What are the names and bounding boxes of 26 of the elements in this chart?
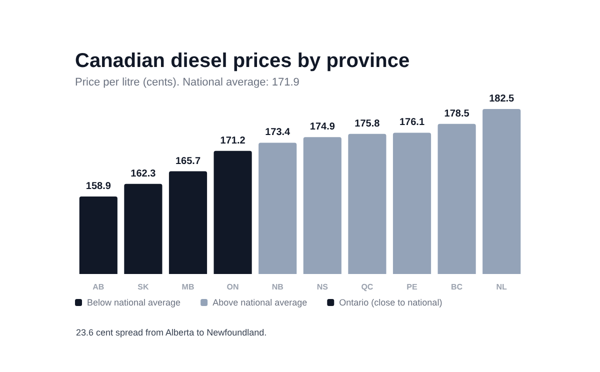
data-label: 176.1 — [399, 117, 425, 128]
legend-label: Below national average — [87, 298, 181, 308]
x-tick-label: BC — [451, 282, 463, 292]
x-tick-label: NB — [272, 282, 284, 292]
x-tick-label: QC — [361, 282, 374, 292]
data-label: 174.9 — [310, 122, 336, 133]
x-tick-label: NL — [496, 282, 508, 292]
x-tick-label: MB — [182, 282, 194, 292]
data-label: 171.2 — [220, 135, 246, 146]
data-label: 162.3 — [130, 168, 156, 180]
x-tick-label: NS — [316, 282, 329, 292]
legend-label: Above national average — [212, 298, 308, 308]
chart-subtitle: Price per litre (cents). National average: 171.9 — [75, 76, 300, 88]
x-tick-label: AB — [92, 282, 104, 292]
data-label: 165.7 — [175, 156, 201, 167]
data-label: 175.8 — [354, 118, 380, 130]
text: 23.6 cent spread from Alberta to Newfoundland. — [76, 328, 267, 338]
x-tick-label: ON — [226, 282, 240, 292]
data-label: 173.4 — [265, 127, 291, 138]
chart-title: Canadian diesel prices by province — [75, 50, 410, 72]
data-label: 158.9 — [86, 181, 112, 192]
x-tick-label: SK — [138, 282, 149, 292]
x-tick-label: PE — [406, 282, 418, 292]
data-label: 182.5 — [489, 94, 515, 104]
data-label: 178.5 — [444, 108, 470, 120]
legend-label: Ontario (close to national) — [339, 298, 442, 308]
